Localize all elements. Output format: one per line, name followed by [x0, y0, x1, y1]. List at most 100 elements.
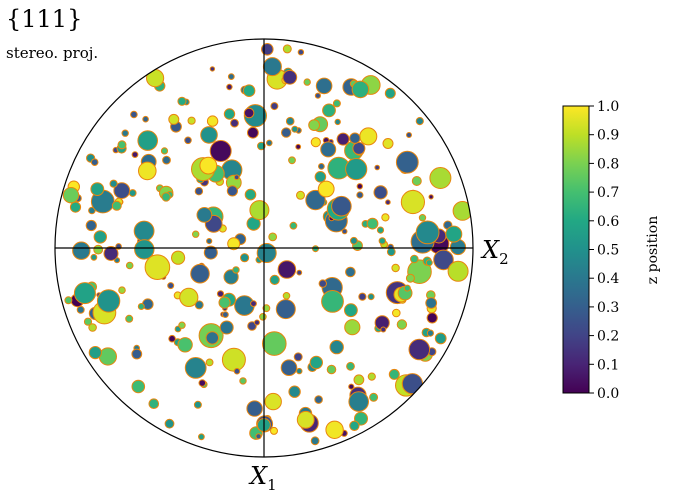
- pole-point: [396, 319, 408, 330]
- pole-point: [266, 139, 273, 147]
- pole-point: [146, 69, 165, 88]
- pole-point: [334, 118, 341, 126]
- pole-point: [385, 199, 391, 205]
- pole-point: [171, 250, 186, 265]
- pole-point: [373, 185, 388, 200]
- pole-point: [303, 78, 311, 86]
- pole-point: [246, 400, 263, 417]
- pole-point: [62, 187, 80, 204]
- pole-point: [262, 304, 271, 313]
- pole-point: [296, 269, 303, 276]
- pole-point: [72, 241, 91, 260]
- pole-point: [190, 263, 210, 284]
- pole-point: [358, 292, 367, 301]
- colorbar-tick-label: 0.4: [597, 271, 619, 287]
- pole-point: [408, 338, 431, 361]
- pole-point: [179, 287, 199, 307]
- pole-point: [309, 355, 323, 370]
- colorbar-tick-label: 0.1: [597, 357, 619, 373]
- pole-point: [392, 308, 401, 318]
- pole-point: [205, 331, 220, 345]
- pole-point: [295, 143, 302, 150]
- pole-point: [209, 66, 216, 72]
- pole-point: [425, 259, 433, 267]
- pole-point: [351, 80, 370, 99]
- pole-point: [259, 313, 267, 321]
- pole-point: [125, 314, 134, 323]
- pole-point: [230, 118, 239, 128]
- pole-point: [384, 87, 396, 99]
- pole-point: [380, 326, 387, 333]
- pole-point: [262, 57, 282, 77]
- pole-point: [142, 115, 149, 123]
- pole-point: [130, 110, 138, 119]
- colorbar-tick-label: 0.0: [597, 386, 619, 402]
- pole-point: [325, 420, 344, 439]
- pole-point: [401, 373, 423, 395]
- pole-point: [289, 221, 298, 230]
- pole-point: [64, 296, 73, 305]
- pole-point: [349, 420, 360, 431]
- pole-point: [206, 115, 219, 127]
- pole-point: [288, 156, 296, 165]
- pole-point: [177, 337, 193, 353]
- pole-point: [133, 220, 155, 242]
- pole-point: [125, 261, 134, 270]
- pole-point: [76, 305, 85, 314]
- pole-point: [395, 150, 419, 174]
- pole-point: [221, 347, 246, 372]
- pole-point: [275, 299, 296, 320]
- pole-point: [194, 187, 204, 196]
- pole-point: [222, 311, 229, 319]
- pole-point: [216, 290, 225, 298]
- pole-point: [226, 83, 233, 91]
- scatter-points: [62, 43, 473, 446]
- pole-point: [369, 392, 379, 402]
- pole-point: [350, 236, 358, 245]
- pole-point: [312, 245, 319, 253]
- colorbar-tick-label: 0.5: [597, 243, 619, 259]
- pole-point: [233, 174, 240, 180]
- pole-point: [247, 321, 257, 331]
- pole-point: [184, 357, 207, 379]
- pole-point: [198, 379, 207, 387]
- pole-point: [326, 364, 337, 375]
- pole-point: [96, 289, 121, 313]
- pole-point: [209, 140, 232, 162]
- pole-point: [282, 69, 298, 85]
- pole-point: [194, 300, 204, 310]
- pole-point: [206, 238, 213, 245]
- pole-point: [164, 418, 175, 429]
- pole-point: [117, 140, 127, 150]
- pole-point: [318, 163, 325, 170]
- pole-point: [85, 219, 97, 232]
- pole-point: [429, 167, 452, 189]
- pole-point: [255, 433, 262, 440]
- pole-point: [239, 377, 247, 385]
- pole-point: [400, 189, 425, 215]
- pole-point: [268, 232, 278, 242]
- pole-point: [128, 189, 137, 197]
- pole-point: [148, 398, 160, 410]
- pole-point: [184, 136, 192, 145]
- pole-point: [314, 92, 321, 99]
- pole-point: [293, 352, 303, 362]
- pole-point: [121, 129, 129, 137]
- pole-point: [162, 155, 171, 165]
- pole-point: [187, 116, 196, 125]
- pole-point: [388, 368, 400, 380]
- chart-title: {111}: [6, 5, 82, 33]
- pole-point: [348, 391, 370, 412]
- pole-point: [308, 119, 321, 131]
- pole-point: [144, 254, 171, 281]
- pole-point: [349, 132, 361, 144]
- pole-point: [296, 410, 315, 429]
- pole-point: [160, 147, 169, 155]
- pole-point: [98, 347, 118, 366]
- colorbar-tick-label: 0.3: [597, 300, 619, 316]
- pole-point: [426, 312, 438, 324]
- pole-point: [367, 372, 376, 381]
- pole-point: [321, 290, 344, 313]
- pole-point: [88, 346, 102, 360]
